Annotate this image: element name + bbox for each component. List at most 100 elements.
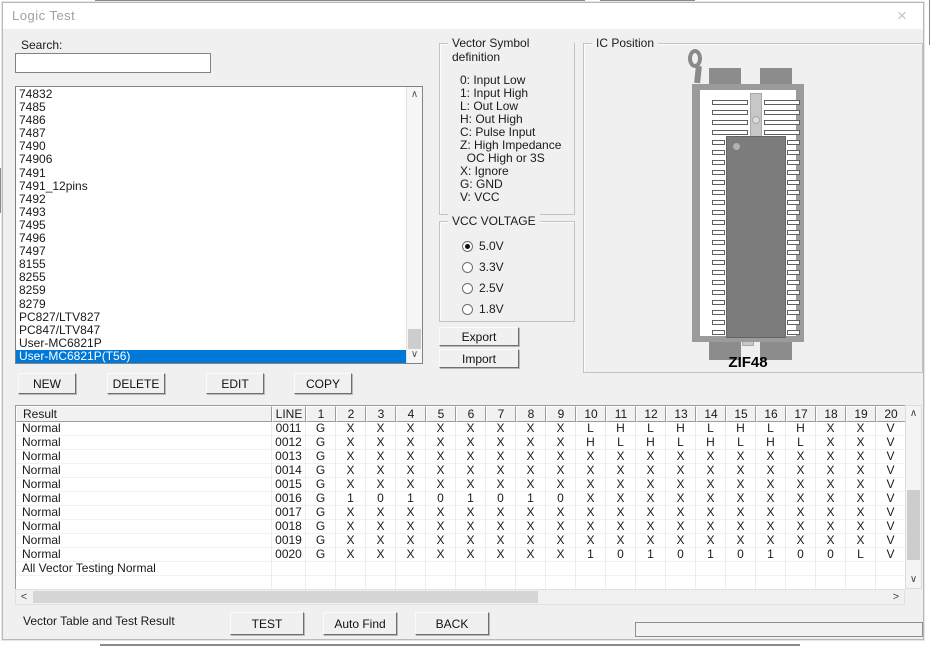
scroll-left-icon[interactable]: < — [20, 591, 28, 603]
table-cell — [576, 562, 606, 576]
table-row-empty[interactable] — [16, 576, 905, 589]
list-item[interactable]: 7486 — [19, 113, 46, 128]
list-item[interactable]: PC827/LTV827 — [19, 309, 101, 324]
list-item[interactable]: PC847/LTV847 — [19, 322, 101, 337]
column-header[interactable]: LINE — [272, 406, 306, 422]
column-header[interactable]: 17 — [786, 406, 816, 422]
table-cell — [786, 576, 816, 589]
pin-slot — [712, 330, 725, 335]
column-header[interactable]: 7 — [486, 406, 516, 422]
column-header[interactable]: 14 — [696, 406, 726, 422]
column-header[interactable]: 6 — [456, 406, 486, 422]
table-row[interactable]: Normal 0011 G X X X X X X X X L H L H L H L H X X V — [16, 422, 905, 436]
edit-button[interactable]: EDIT — [206, 373, 264, 394]
table-cell: 0 — [816, 548, 846, 562]
list-item[interactable]: 8155 — [19, 257, 46, 272]
back-button[interactable]: BACK — [415, 612, 489, 635]
list-item[interactable]: 7495 — [19, 217, 46, 232]
table-row[interactable]: Normal 0017 G X X X X X X X X X X X X X X X X X X V — [16, 506, 905, 520]
vcc-option-3.3V[interactable]: 3.3V — [462, 261, 504, 275]
table-cell: X — [396, 436, 426, 450]
list-item[interactable]: 8279 — [19, 296, 46, 311]
table-cell: X — [336, 506, 366, 520]
scroll-up-icon[interactable]: ∧ — [909, 408, 918, 419]
table-row[interactable]: Normal 0015 G X X X X X X X X X X X X X X X X X X V — [16, 478, 905, 492]
list-item[interactable]: 7496 — [19, 231, 46, 246]
column-header[interactable]: Result — [16, 406, 272, 422]
table-cell: X — [696, 492, 726, 506]
column-header[interactable]: 16 — [756, 406, 786, 422]
column-header[interactable]: 12 — [636, 406, 666, 422]
list-item[interactable]: 7492 — [19, 191, 46, 206]
copy-button[interactable]: COPY — [294, 373, 352, 394]
column-header[interactable]: 9 — [546, 406, 576, 422]
table-row[interactable]: Normal 0019 G X X X X X X X X X X X X X X X X X X V — [16, 534, 905, 548]
table-row[interactable]: Normal 0020 G X X X X X X X X 1 0 1 0 1 0 1 0 0 L V — [16, 548, 905, 562]
table-scrollbar-horizontal[interactable]: < > — [15, 589, 905, 605]
table-scrollbar-thumb[interactable] — [907, 490, 920, 560]
list-item[interactable]: 7490 — [19, 139, 46, 154]
export-button[interactable]: Export — [439, 327, 519, 346]
table-row[interactable]: Normal 0013 G X X X X X X X X X X X X X X X X X X V — [16, 450, 905, 464]
list-item[interactable]: 8259 — [19, 283, 46, 298]
table-cell: X — [336, 464, 366, 478]
test-button[interactable]: TEST — [230, 612, 304, 635]
table-row[interactable]: Normal 0018 G X X X X X X X X X X X X X X X X X X V — [16, 520, 905, 534]
list-scrollbar[interactable]: ∧ ∨ — [406, 87, 422, 363]
table-row[interactable]: Normal 0016 G 1 0 1 0 1 0 1 0 X X X X X X X X X X V — [16, 492, 905, 506]
scroll-right-icon[interactable]: > — [892, 591, 900, 603]
radio-icon[interactable] — [462, 241, 473, 252]
column-header[interactable]: 15 — [726, 406, 756, 422]
vcc-option-2.5V[interactable]: 2.5V — [462, 282, 504, 296]
scroll-down-icon[interactable]: ∨ — [909, 574, 918, 585]
table-row[interactable]: Normal 0012 G X X X X X X X X H L H L H L H L X X V — [16, 436, 905, 450]
chip-list[interactable]: 74832 7485 7486 7487 7490 74906 7491 7491_12pin… — [15, 86, 423, 364]
column-header[interactable]: 4 — [396, 406, 426, 422]
list-item[interactable]: User-MC6821P(T56) — [16, 349, 406, 363]
list-item[interactable]: User-MC6821P — [19, 335, 102, 350]
list-item[interactable]: 7493 — [19, 204, 46, 219]
column-header[interactable]: 3 — [366, 406, 396, 422]
scroll-up-icon[interactable]: ∧ — [410, 89, 419, 100]
column-header[interactable]: 19 — [846, 406, 876, 422]
list-scrollbar-thumb[interactable] — [408, 329, 421, 349]
list-item[interactable]: 74906 — [19, 152, 53, 167]
radio-icon[interactable] — [462, 262, 473, 273]
import-button[interactable]: Import — [439, 349, 519, 368]
column-header[interactable]: 5 — [426, 406, 456, 422]
list-item[interactable]: 7497 — [19, 244, 46, 259]
list-item[interactable]: 7487 — [19, 126, 46, 141]
column-header[interactable]: 1 — [306, 406, 336, 422]
new-button[interactable]: NEW — [18, 373, 76, 394]
list-item[interactable]: 7485 — [19, 100, 46, 115]
table-cell — [756, 576, 786, 589]
radio-icon[interactable] — [462, 283, 473, 294]
list-item[interactable]: 7491_12pins — [19, 178, 88, 193]
list-item[interactable]: 74832 — [19, 87, 53, 101]
column-header[interactable]: 2 — [336, 406, 366, 422]
column-header[interactable]: 18 — [816, 406, 846, 422]
column-header[interactable]: 20 — [876, 406, 905, 422]
table-cell — [396, 576, 426, 589]
search-input[interactable] — [15, 53, 211, 73]
column-header[interactable]: 11 — [606, 406, 636, 422]
column-header[interactable]: 8 — [516, 406, 546, 422]
table-hscrollbar-thumb[interactable] — [33, 591, 538, 603]
column-header[interactable]: 13 — [666, 406, 696, 422]
table-row[interactable]: Normal 0014 G X X X X X X X X X X X X X X X X X X V — [16, 464, 905, 478]
table-cell: X — [756, 478, 786, 492]
auto-find-button[interactable]: Auto Find — [323, 612, 397, 635]
pin-slot — [787, 280, 800, 285]
table-scrollbar-vertical[interactable]: ∧ ∨ — [905, 405, 922, 589]
radio-icon[interactable] — [462, 304, 473, 315]
list-item[interactable]: 7491 — [19, 165, 46, 180]
close-icon[interactable]: × — [897, 6, 907, 25]
delete-button[interactable]: DELETE — [107, 373, 165, 394]
vcc-option-5.0V[interactable]: 5.0V — [462, 240, 504, 254]
vcc-option-1.8V[interactable]: 1.8V — [462, 303, 504, 317]
scroll-down-icon[interactable]: ∨ — [410, 349, 419, 360]
list-item[interactable]: 8255 — [19, 270, 46, 285]
table-cell: G — [306, 478, 336, 492]
column-header[interactable]: 10 — [576, 406, 606, 422]
table-footer-row[interactable]: All Vector Testing Normal — [16, 562, 905, 576]
